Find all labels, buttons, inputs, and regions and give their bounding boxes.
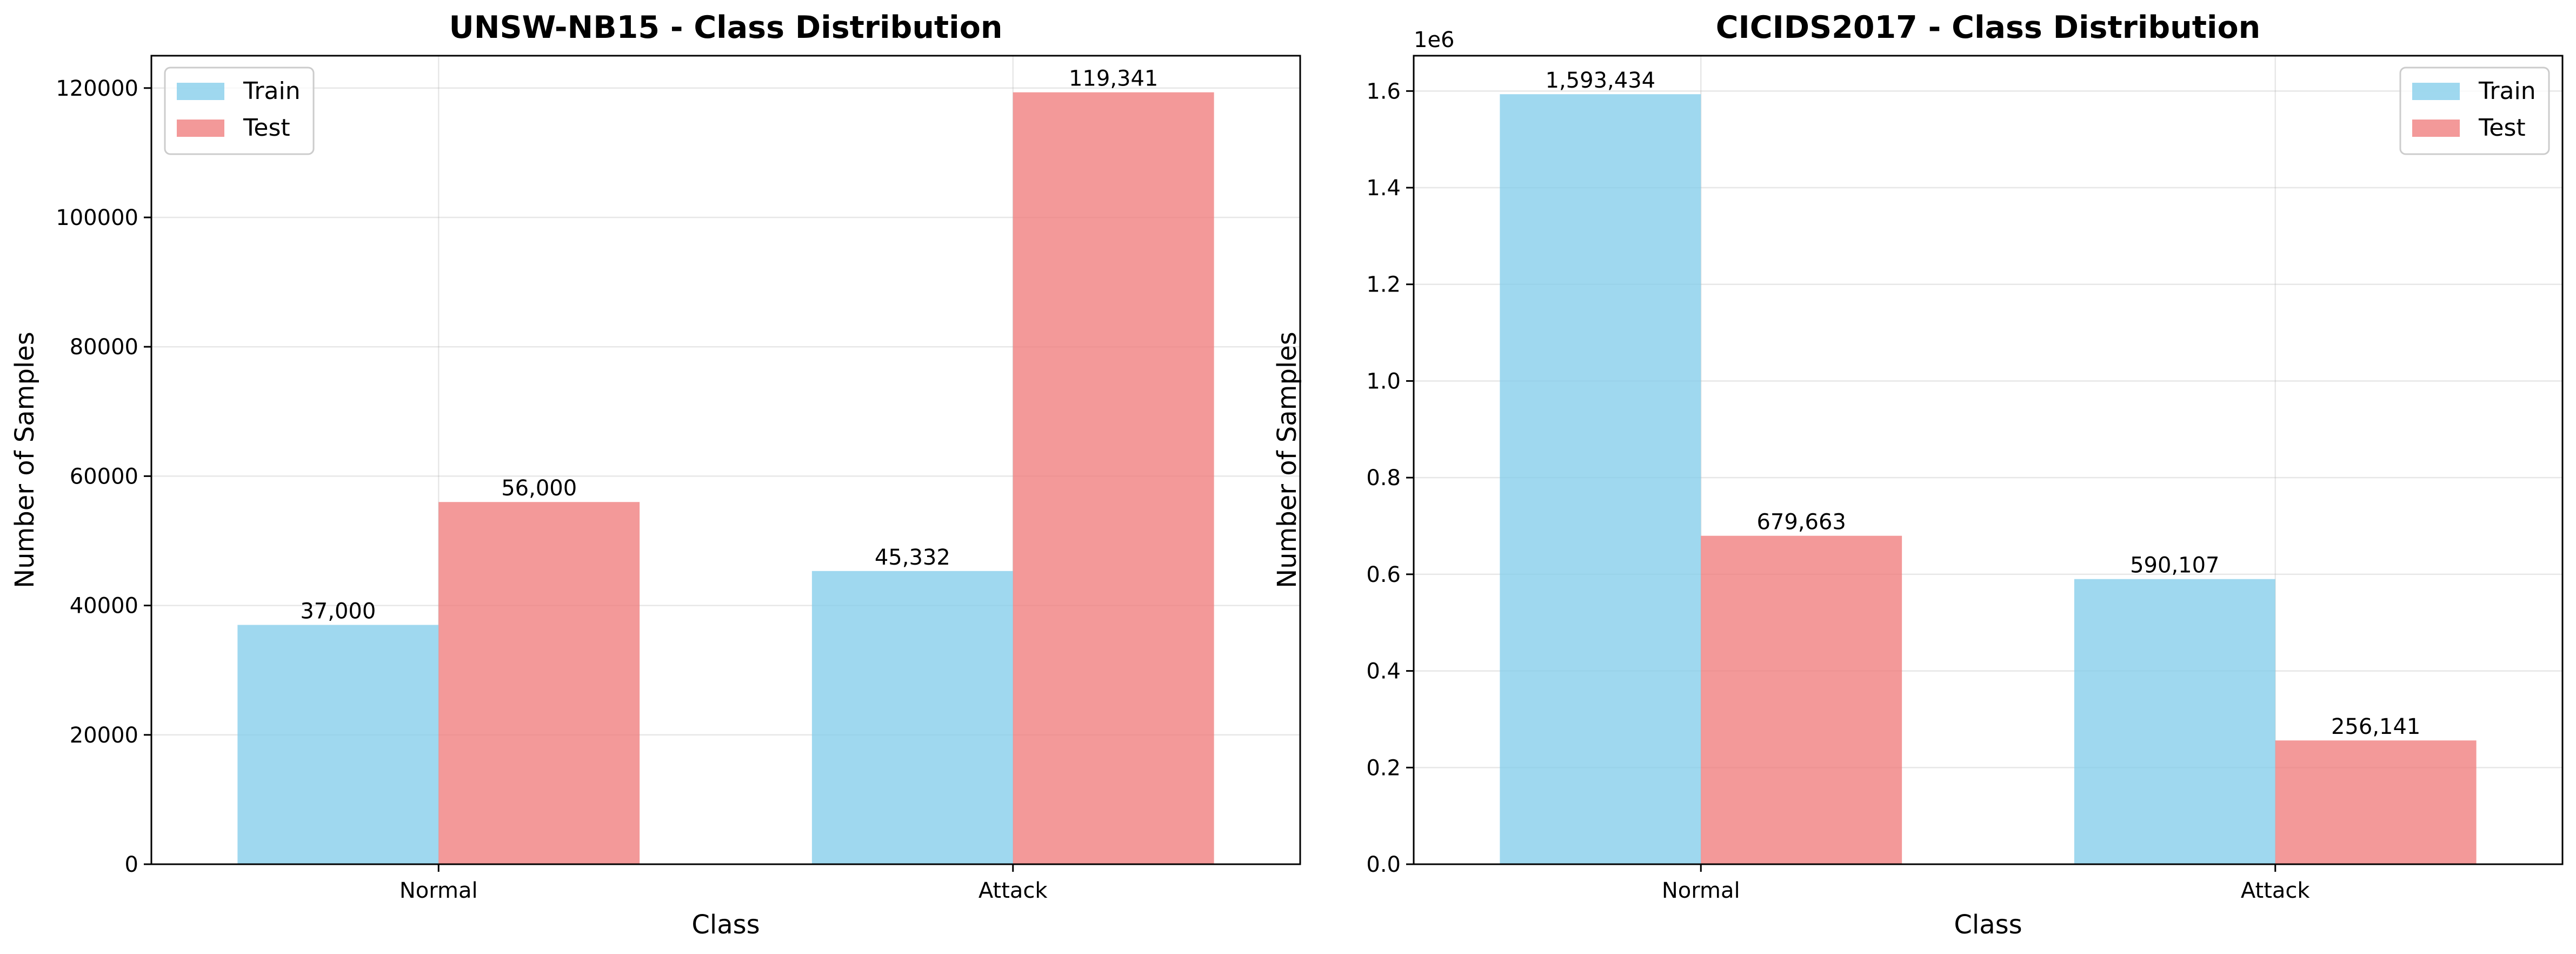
data-label: 45,332 <box>875 545 950 570</box>
x-tick-label: Attack <box>979 878 1048 903</box>
chart-panel-2: 1,593,434 590,107 679,663 256,141 0.0 0.2 0.4 0… <box>1272 10 2564 940</box>
bar-test-attack <box>2275 740 2477 864</box>
y-tick-label: 100000 <box>56 206 138 230</box>
legend: Train Test <box>2399 67 2550 155</box>
y-tick-label: 80000 <box>70 335 138 360</box>
data-label: 119,341 <box>1069 67 1158 91</box>
data-label: 56,000 <box>501 476 577 501</box>
plot-frame <box>150 55 1301 865</box>
data-label: 256,141 <box>2331 714 2420 739</box>
y-tick-label: 1.2 <box>1366 273 1401 297</box>
y-tick-label: 20000 <box>70 723 138 748</box>
legend-swatch-test <box>2412 120 2460 137</box>
axis-offset-text: 1e6 <box>1414 28 1455 52</box>
chart-panel-1: 37,000 45,332 56,000 119,341 0 20000 40000 6000… <box>10 10 1301 940</box>
legend-swatch-train <box>2412 83 2460 100</box>
legend-label-train: Train <box>2478 77 2536 105</box>
y-tick-label: 0 <box>125 852 138 877</box>
legend-swatch-test <box>177 120 224 137</box>
x-axis-label: Class <box>1954 910 2022 940</box>
bar-train-normal <box>237 625 439 864</box>
legend-label-train: Train <box>243 77 301 105</box>
bar-train-attack <box>2074 579 2275 864</box>
x-tick-label: Attack <box>2241 878 2311 903</box>
bar-train-attack <box>811 571 1013 864</box>
y-tick-label: 0.6 <box>1366 562 1401 587</box>
y-tick-label: 40000 <box>70 594 138 619</box>
bar-test-normal <box>1701 535 1902 864</box>
y-tick-label: 60000 <box>70 464 138 489</box>
y-tick-label: 0.8 <box>1366 466 1401 491</box>
y-tick-label: 0.4 <box>1366 659 1401 684</box>
x-tick-label: Normal <box>400 878 478 903</box>
data-label: 679,663 <box>1756 510 1846 535</box>
y-axis-label: Number of Samples <box>1272 332 1302 588</box>
data-label: 590,107 <box>2130 553 2219 578</box>
data-label: 1,593,434 <box>1546 68 1656 93</box>
y-tick-label: 1.6 <box>1366 79 1401 104</box>
legend-swatch-train <box>177 83 224 100</box>
y-axis-label: Number of Samples <box>10 332 40 588</box>
y-tick-label: 1.4 <box>1366 176 1401 201</box>
bar-test-normal <box>438 502 640 864</box>
data-label: 37,000 <box>300 599 376 624</box>
y-tick-label: 1.0 <box>1366 369 1401 394</box>
x-axis-label: Class <box>691 910 760 940</box>
plot-frame <box>1413 55 2564 865</box>
y-tick-label: 0.0 <box>1366 852 1401 877</box>
bar-test-attack <box>1013 92 1214 864</box>
legend-label-test: Test <box>243 114 290 142</box>
y-tick-label: 0.2 <box>1366 756 1401 780</box>
legend: Train Test <box>164 67 315 155</box>
chart-title: UNSW-NB15 - Class Distribution <box>449 10 1003 45</box>
legend-label-test: Test <box>2478 114 2526 142</box>
x-tick-label: Normal <box>1662 878 1740 903</box>
y-tick-label: 120000 <box>56 76 138 101</box>
bar-train-normal <box>1500 94 1701 864</box>
chart-title: CICIDS2017 - Class Distribution <box>1716 10 2261 45</box>
